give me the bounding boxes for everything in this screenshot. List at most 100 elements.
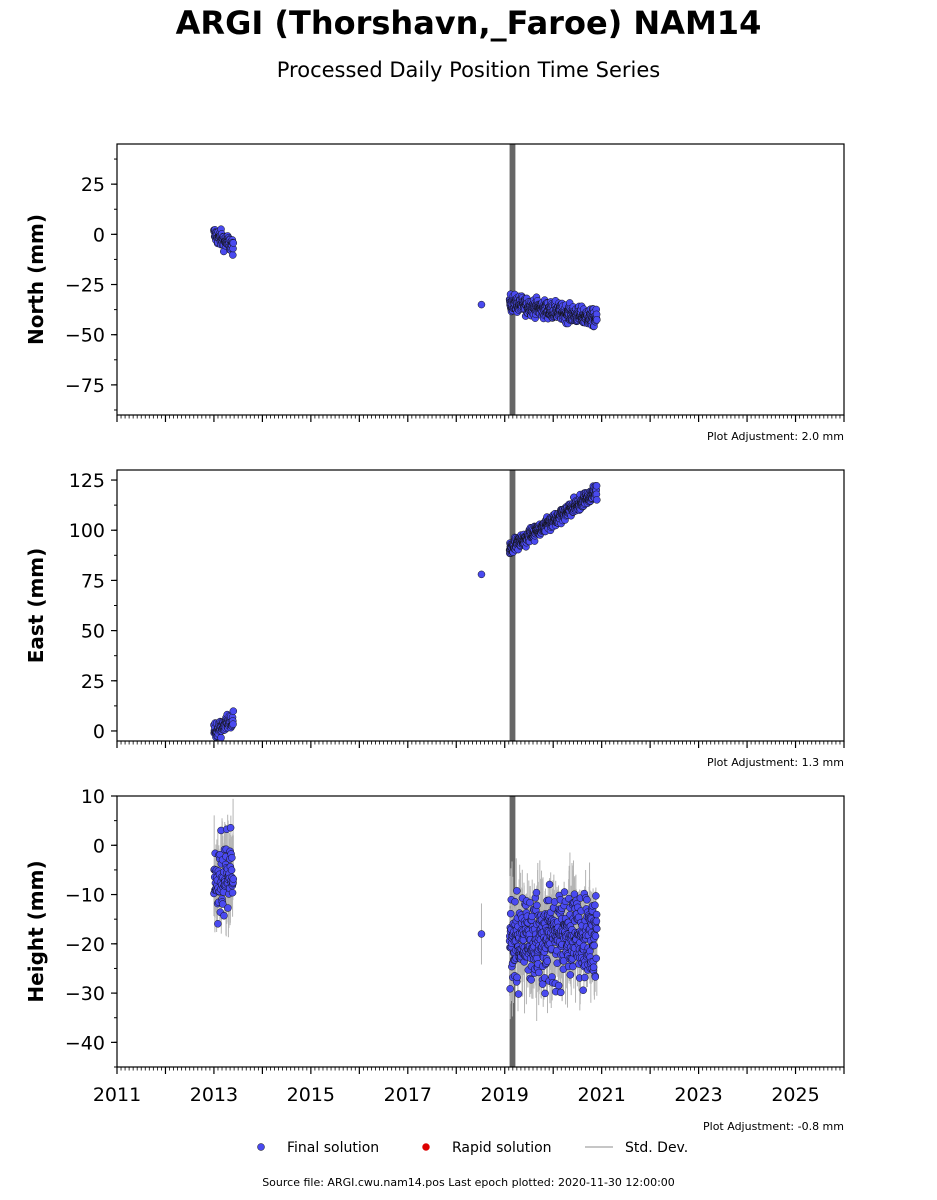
final-solution-point <box>543 957 552 965</box>
final-solution-point <box>513 973 521 982</box>
x-tick-label: 2011 <box>93 1084 141 1106</box>
final-solution-point <box>513 887 521 895</box>
panel-2: 125 100 75 50 25 0 East (mm) Plot Adjustment: 1… <box>24 469 845 769</box>
final-solution-point <box>560 888 569 896</box>
legend-std-label: Std. Dev. <box>625 1140 688 1156</box>
final-solution-point <box>228 888 237 897</box>
final-solution-point <box>532 888 541 897</box>
y-tick-label: −75 <box>65 375 105 397</box>
final-solution-point <box>554 981 563 990</box>
final-solution-point <box>224 904 232 912</box>
final-solution-point <box>229 875 238 883</box>
y-tick-label: −50 <box>65 325 105 347</box>
equipment-change-band <box>509 470 516 741</box>
final-solution-point <box>592 892 600 900</box>
x-tick-label: 2025 <box>771 1084 819 1106</box>
final-solution-point <box>527 976 535 984</box>
x-tick-label: 2015 <box>287 1084 335 1106</box>
y-axis-label: East (mm) <box>24 548 48 664</box>
panel-1: 25 0 −25 −50 −75 North (mm) Plot Adjustment: 2… <box>24 143 845 443</box>
y-tick-label: 50 <box>81 621 105 643</box>
x-tick-label: 2021 <box>577 1084 625 1106</box>
legend-final-marker <box>257 1143 265 1151</box>
final-solution-point <box>229 239 238 247</box>
final-solution-point <box>477 570 486 579</box>
x-tick-label: 2017 <box>384 1084 432 1106</box>
legend-rapid-marker <box>422 1143 430 1151</box>
source-file-footer: Source file: ARGI.cwu.nam14.pos Last epo… <box>262 1176 675 1189</box>
final-solution-point <box>592 482 601 490</box>
final-solution-point <box>570 890 579 898</box>
final-solution-point <box>219 900 227 908</box>
y-tick-label: 25 <box>81 671 105 693</box>
final-solution-point <box>579 986 587 994</box>
y-tick-label: −30 <box>65 983 105 1005</box>
panel-3: 10 0 −10 −20 −30 −40 2011 2013 2015 2017 2019 2021 2… <box>24 786 845 1133</box>
y-tick-label: −40 <box>65 1032 105 1054</box>
y-tick-label: 25 <box>81 174 105 196</box>
final-solution-point <box>217 734 225 742</box>
final-solution-point <box>506 909 515 918</box>
y-tick-label: −25 <box>65 275 105 297</box>
data-points <box>210 225 601 331</box>
y-tick-label: 10 <box>81 786 105 808</box>
plot-adjustment-note: Plot Adjustment: 1.3 mm <box>707 756 844 769</box>
final-solution-point <box>477 930 486 938</box>
final-solution-point <box>591 973 600 981</box>
final-solution-point <box>535 968 543 977</box>
final-solution-point <box>591 932 600 940</box>
chart-subtitle: Processed Daily Position Time Series <box>276 58 661 82</box>
final-solution-point <box>593 924 601 933</box>
final-solution-point <box>593 316 601 324</box>
final-solution-point <box>228 854 236 862</box>
y-tick-label: 0 <box>93 224 105 246</box>
final-solution-point <box>214 920 222 928</box>
final-solution-point <box>528 912 536 921</box>
final-solution-point <box>506 985 514 993</box>
equipment-change-band <box>509 144 516 415</box>
data-points <box>210 482 601 742</box>
final-solution-point <box>592 917 601 925</box>
final-solution-point <box>226 823 235 832</box>
final-solution-point <box>590 941 598 950</box>
final-solution-point <box>583 896 591 904</box>
final-solution-point <box>227 866 236 874</box>
final-solution-point <box>538 980 547 988</box>
final-solution-point <box>511 898 519 906</box>
legend-final-label: Final solution <box>287 1140 379 1156</box>
legend: Final solution Rapid solution Std. Dev. <box>257 1140 688 1156</box>
y-tick-label: 125 <box>69 470 105 492</box>
y-tick-label: 100 <box>69 520 105 542</box>
final-solution-point <box>593 496 601 504</box>
final-solution-point <box>220 911 228 920</box>
x-tick-label: 2019 <box>481 1084 529 1106</box>
plot-adjustment-note: Plot Adjustment: 2.0 mm <box>707 430 844 443</box>
plot-frame <box>116 143 845 416</box>
final-solution-point <box>477 300 486 309</box>
y-axis-label: North (mm) <box>24 214 48 345</box>
x-tick-label: 2013 <box>190 1084 238 1106</box>
final-solution-point <box>591 901 599 909</box>
chart-title: ARGI (Thorshavn,_Faroe) NAM14 <box>175 4 762 42</box>
x-tick-label: 2023 <box>674 1084 722 1106</box>
final-solution-point <box>545 880 554 889</box>
y-tick-label: 0 <box>93 721 105 743</box>
plot-frame <box>116 469 845 742</box>
y-tick-label: 75 <box>81 570 105 592</box>
final-solution-point <box>514 990 523 998</box>
y-tick-label: −20 <box>65 934 105 956</box>
data-points <box>210 798 601 1021</box>
final-solution-point <box>229 251 237 259</box>
plot-adjustment-note: Plot Adjustment: -0.8 mm <box>703 1120 844 1133</box>
final-solution-point <box>566 971 575 979</box>
y-tick-label: −10 <box>65 885 105 907</box>
final-solution-point <box>580 973 589 982</box>
final-solution-point <box>229 720 237 728</box>
final-solution-point <box>533 901 541 910</box>
final-solution-point <box>229 707 238 715</box>
legend-rapid-label: Rapid solution <box>452 1140 552 1156</box>
final-solution-point <box>589 963 598 972</box>
y-tick-label: 0 <box>93 835 105 857</box>
final-solution-point <box>557 988 565 997</box>
